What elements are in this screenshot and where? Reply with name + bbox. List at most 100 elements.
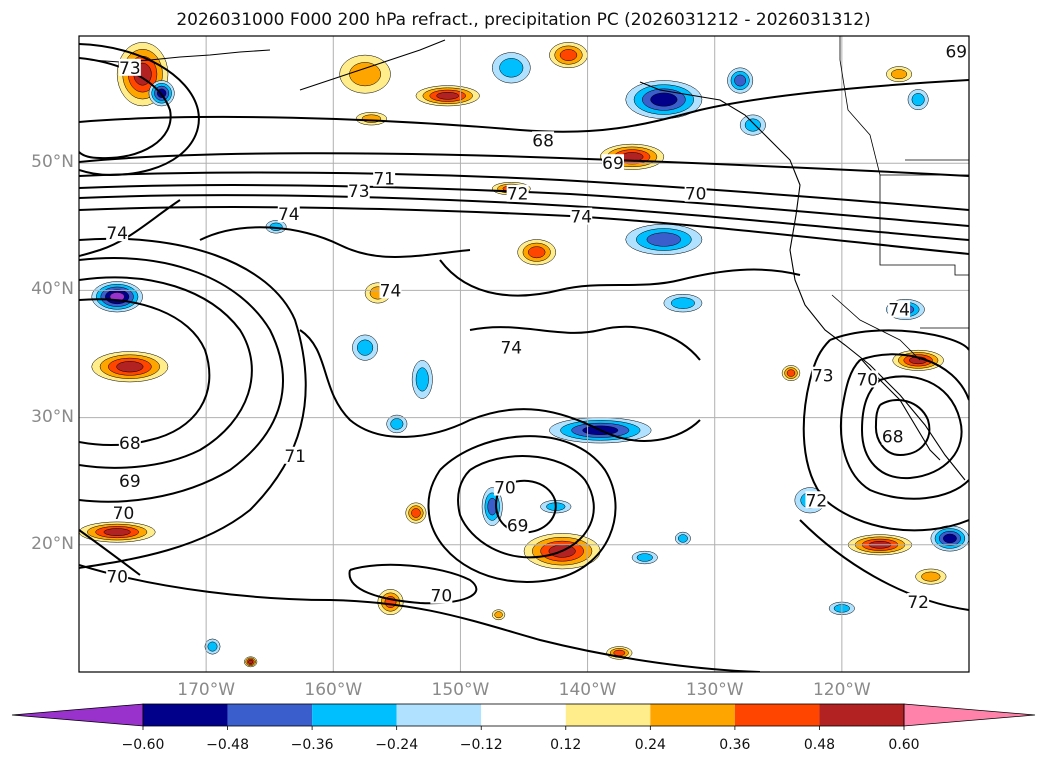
colorbar-tick-label: −0.60 (121, 737, 165, 753)
contour-label-bg (106, 567, 129, 585)
precip-anomaly-level (559, 49, 578, 61)
colorbar-extend-low (11, 703, 144, 727)
contour-label-bg (284, 446, 307, 464)
contour-west-trough-2 (79, 257, 284, 503)
contour-label: 74 (106, 224, 128, 244)
colorbar-tick-label: 0.36 (719, 737, 751, 753)
precip-anomaly (907, 89, 929, 111)
colorbar-tick-label: −0.24 (375, 737, 419, 753)
contour-label-bg (500, 338, 523, 356)
precip-anomaly (915, 568, 947, 585)
contour-mid-2 (469, 325, 701, 361)
colorbar-extend-high (903, 703, 1036, 727)
contour-label-bg (506, 184, 529, 202)
precip-anomaly (739, 114, 766, 136)
contour-label-bg (118, 58, 141, 76)
colorbar (11, 703, 1036, 730)
precip-anomaly (79, 521, 156, 543)
precip-anomaly-level (734, 74, 747, 87)
contour-label-bg (532, 131, 555, 149)
colorbar-segment (734, 704, 820, 726)
map-background (79, 36, 969, 672)
contour-label-bg (373, 169, 396, 187)
contour-label: 72 (806, 491, 828, 511)
contour-east-low-2 (839, 353, 969, 500)
colorbar-tick-label: 0.12 (550, 737, 582, 753)
contour-jet-3 (79, 184, 969, 227)
precip-anomaly-level (786, 369, 796, 377)
refractivity-contours (79, 43, 969, 672)
contour-label: 68 (119, 434, 141, 454)
precip-anomaly-level (248, 659, 254, 664)
precip-anomaly-level (650, 92, 678, 107)
precip-anomaly (631, 550, 658, 565)
colorbar-segment (565, 704, 651, 726)
precip-anomaly (625, 224, 703, 256)
contour-north-1 (79, 79, 969, 133)
contour-label: 73 (119, 59, 141, 79)
colorbar-segment (481, 704, 566, 726)
contour-east-low-4 (874, 399, 931, 457)
precip-anomaly-level (921, 571, 941, 582)
precip-anomaly-level (356, 339, 374, 356)
contour-west-trough-1 (79, 276, 253, 469)
precip-anomaly-level (636, 553, 653, 562)
precip-anomaly (355, 112, 387, 126)
contour-label-bg (602, 154, 624, 172)
contour-mid-5 (79, 199, 181, 257)
colorbar-tick-label: −0.12 (459, 737, 503, 753)
contour-label-bg (430, 586, 453, 604)
precip-anomaly (91, 351, 169, 383)
precip-anomaly-level (670, 297, 695, 309)
precip-anomaly (892, 349, 944, 371)
precip-anomaly (244, 656, 258, 668)
precip-anomaly (886, 66, 913, 83)
contour-label-bg (684, 184, 707, 202)
latitude-label: 40°N (31, 279, 74, 300)
contour-label: 70 (685, 185, 707, 205)
precip-anomaly-level (613, 649, 626, 656)
precip-anomaly-level (349, 62, 381, 87)
contour-label-bg (570, 207, 593, 225)
contour-jet-1 (79, 152, 969, 177)
precip-anomaly-level (890, 69, 908, 80)
contour-label: 70 (494, 479, 516, 499)
colorbar-segment (227, 704, 313, 726)
contour-label: 71 (284, 447, 306, 467)
precip-anomaly (675, 531, 691, 546)
precip-anomaly (491, 609, 506, 621)
precip-anomaly (204, 638, 221, 655)
precip-anomaly (405, 502, 427, 524)
precip-anomaly-level (411, 508, 421, 518)
contour-label: 69 (602, 154, 624, 174)
colorbar-tick-label: 0.60 (888, 737, 920, 753)
precip-anomaly-level (646, 232, 682, 247)
precip-anomaly-level (436, 91, 460, 100)
contour-label: 73 (348, 182, 370, 202)
contour-label-bg (945, 42, 968, 60)
latitude-label: 20°N (31, 533, 74, 554)
contour-label-bg (888, 300, 911, 318)
north-america-west-coast (639, 81, 966, 481)
contour-label: 74 (500, 339, 522, 359)
precip-anomaly-level (116, 361, 144, 373)
precip-anomaly-level (744, 118, 761, 132)
precip-anomaly-level (677, 534, 688, 543)
latitude-label: 50°N (31, 152, 74, 173)
contour-label-bg (506, 516, 529, 534)
contour-label: 70 (113, 504, 135, 524)
contour-east-low-1 (860, 375, 963, 480)
precip-anomaly (415, 85, 480, 107)
map-frame (78, 35, 970, 673)
contour-southeast (799, 519, 969, 611)
contour-label-bg (811, 366, 834, 384)
precip-anomaly (540, 500, 572, 514)
longitude-label: 120°W (812, 680, 871, 700)
precip-anomaly (549, 42, 588, 69)
precip-anomaly (663, 293, 703, 313)
precip-anomaly-level (415, 367, 429, 392)
contour-label-bg (112, 504, 135, 521)
precip-anomaly (625, 80, 703, 119)
